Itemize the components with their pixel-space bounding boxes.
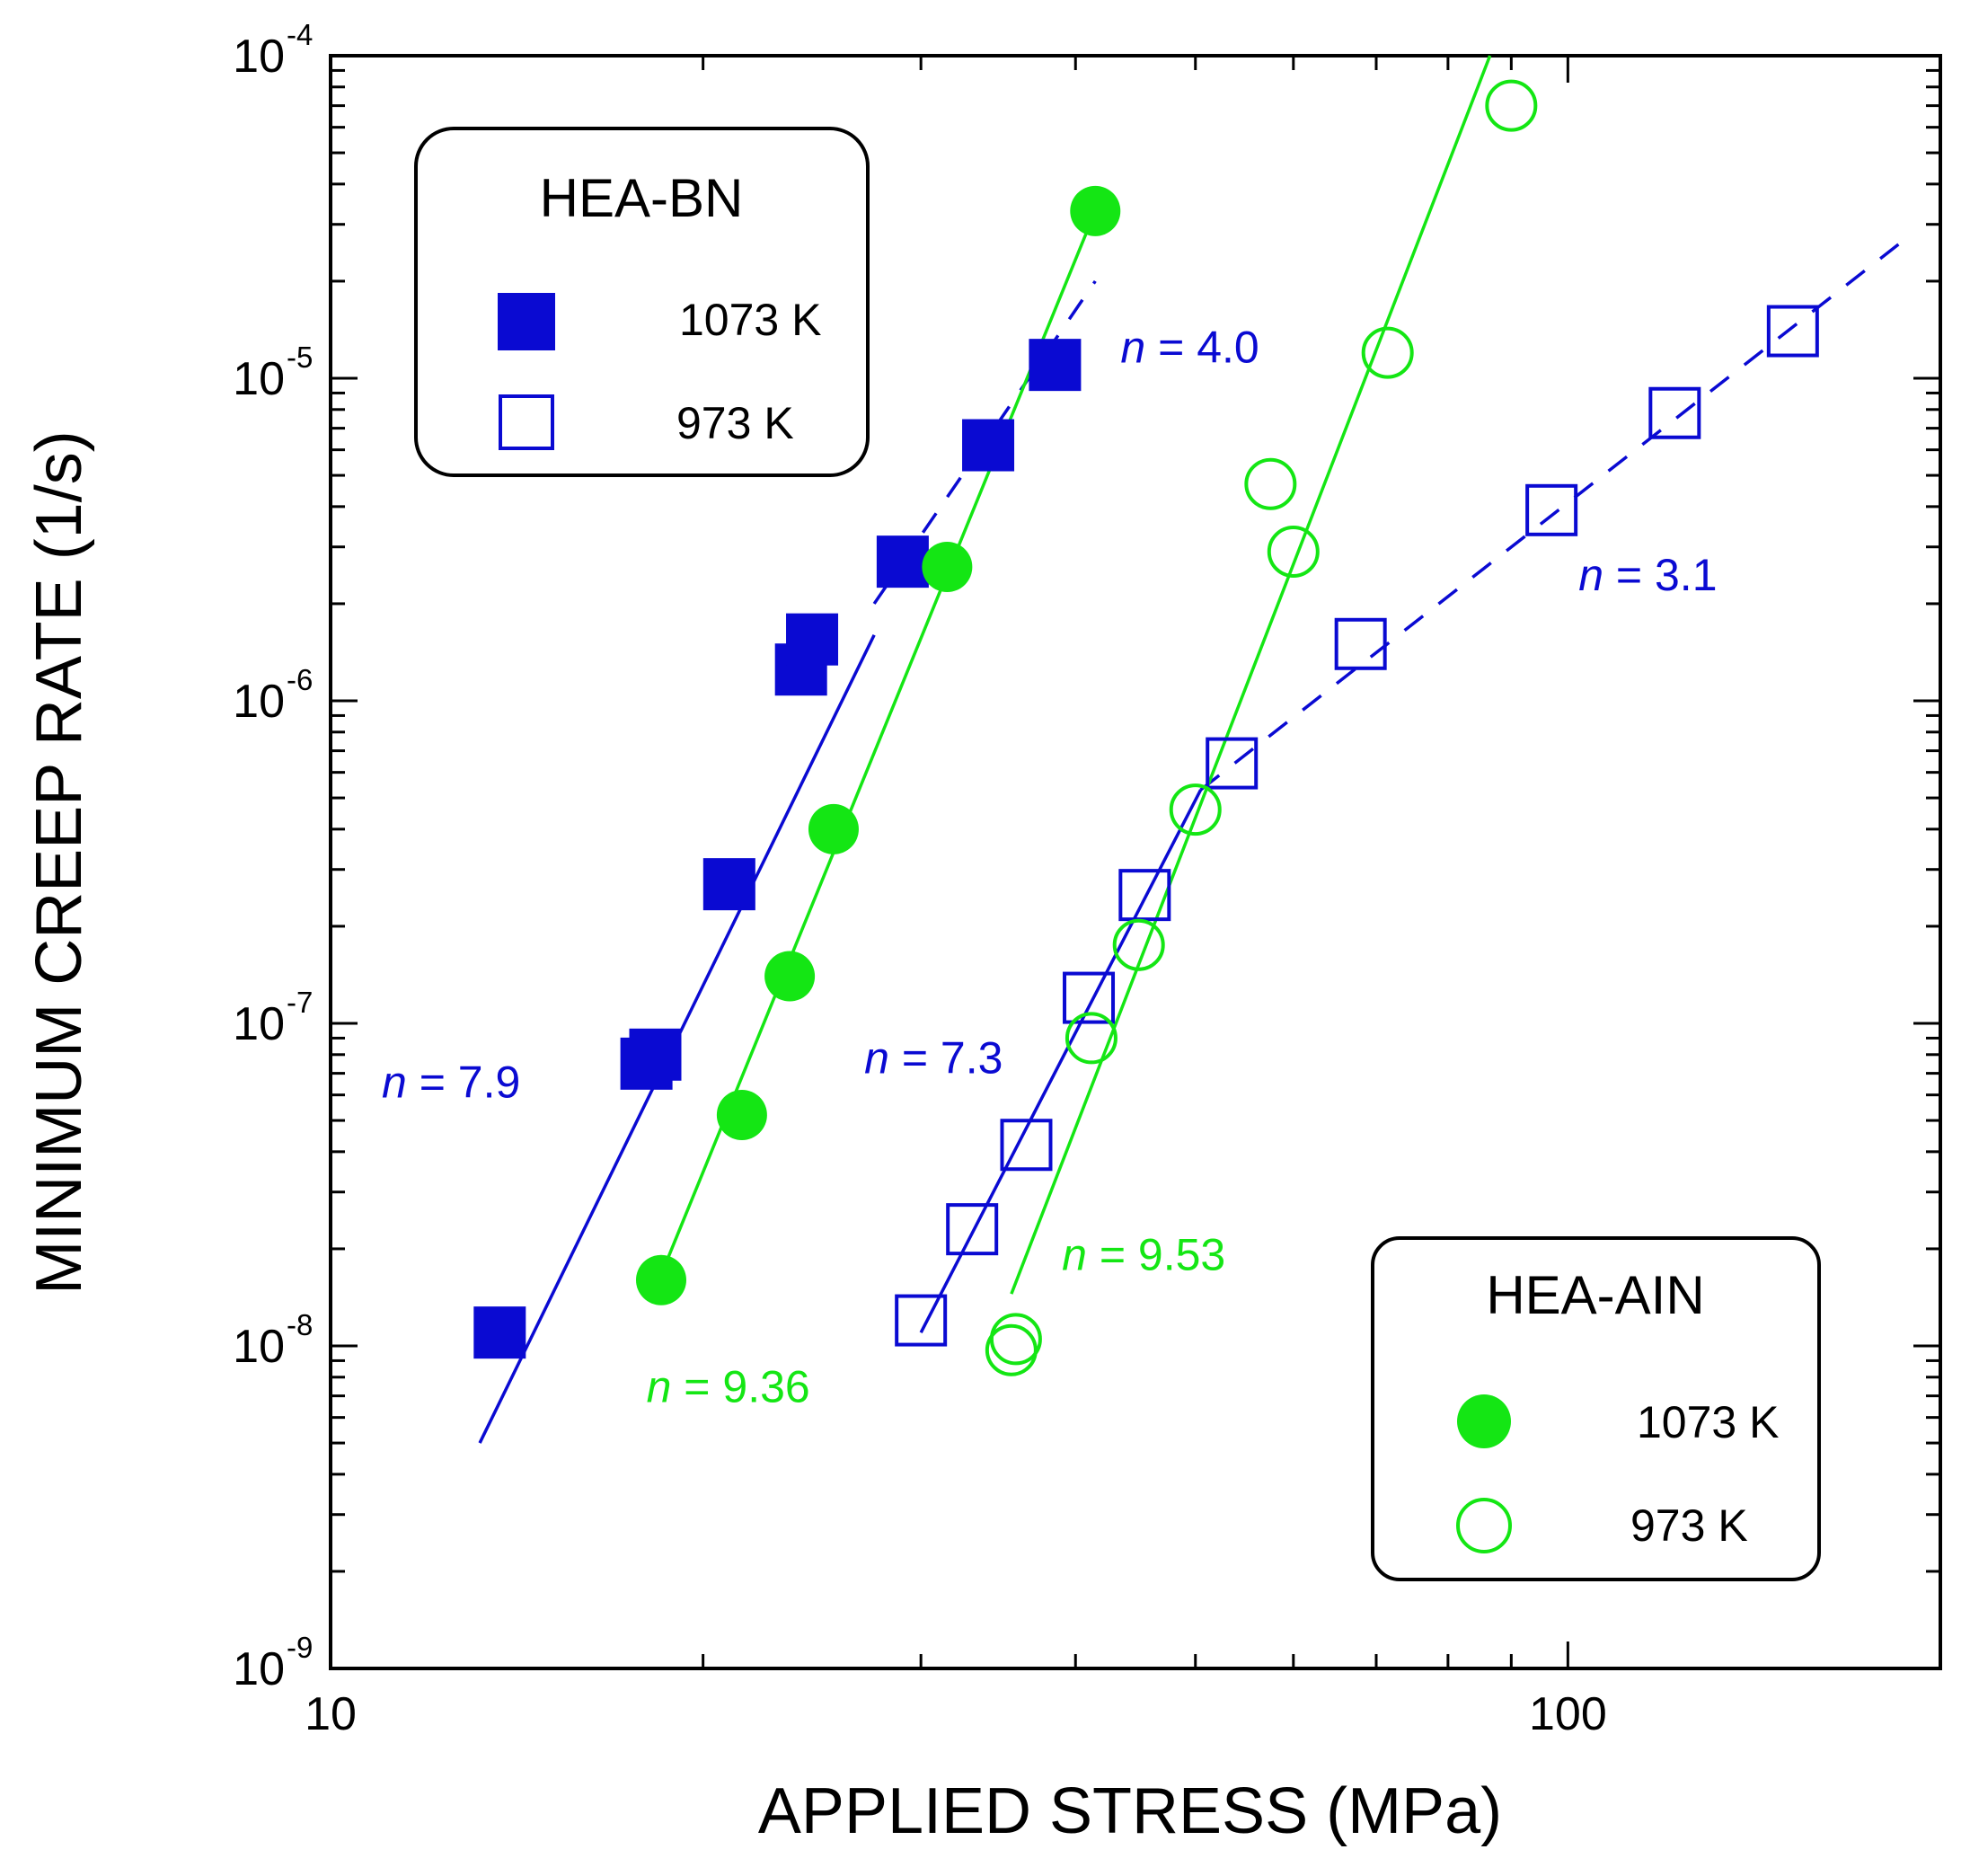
legend-title-hea-bn: HEA-BN [540,168,744,228]
data-point-open-circle [1065,1012,1118,1065]
legend-label-hea-bn-1073k: 1073 K [679,295,821,345]
data-point-open-square [946,1203,999,1256]
y-tick-base: 10 [233,998,285,1050]
legend-box-hea-ain [1371,1236,1821,1581]
slope-annotation: n = 7.3 [864,1033,1003,1084]
y-tick-label: 10 -9 [233,1631,313,1695]
data-points [473,79,1819,1376]
y-tick-label: 10 -7 [233,986,313,1050]
x-tick-label: 100 [1529,1688,1607,1740]
y-tick-base: 10 [233,1321,285,1373]
legend-marker-open-square [499,394,554,450]
fit-line [1010,55,1492,1295]
plot-frame [329,54,1942,1670]
slope-annotation: n = 7.9 [382,1057,520,1107]
data-point-filled-square [876,535,929,588]
slope-annotation: n = 9.36 [647,1361,810,1411]
data-point-open-circle [1361,326,1414,379]
y-tick-base: 10 [233,31,285,83]
data-point-filled-square [473,1306,526,1359]
y-tick-label: 10 -4 [233,18,313,83]
legend-hea-bn: HEA-BN 1073 K 973 K [414,127,870,477]
data-point-open-circle [1244,457,1297,510]
data-point-open-square [1648,386,1701,439]
data-point-filled-circle [764,951,816,1002]
axis-ticks [329,54,1942,1670]
legend-label-hea-bn-973k: 973 K [676,398,794,448]
data-point-open-square [1334,617,1387,670]
data-point-filled-circle [808,803,859,854]
y-tick-base: 10 [233,676,285,728]
data-point-open-square [1118,869,1171,922]
y-tick-exponent: -7 [287,986,313,1019]
legend-label-hea-ain-973k: 973 K [1630,1500,1748,1551]
legend-title-hea-ain: HEA-AIN [1486,1265,1704,1325]
y-tick-base: 10 [233,1643,285,1695]
legend-box-hea-bn [414,127,870,477]
data-point-open-circle [1485,79,1538,132]
data-point-open-square [1000,1119,1053,1172]
y-tick-base: 10 [233,353,285,405]
data-point-filled-square [962,419,1015,472]
data-point-open-square [895,1294,948,1347]
legend-hea-ain: HEA-AIN 1073 K 973 K [1371,1236,1821,1581]
data-point-open-square [1206,737,1259,790]
data-point-open-circle [1169,783,1222,836]
x-axis-title: APPLIED STRESS (MPa) [758,1775,1502,1847]
data-point-open-circle [1267,525,1320,578]
data-point-filled-circle [716,1089,767,1140]
y-tick-exponent: -8 [287,1308,313,1341]
data-point-open-square [1063,971,1116,1024]
data-point-open-square [1525,483,1578,536]
legend-label-hea-ain-1073k: 1073 K [1637,1397,1779,1447]
fit-line [1199,243,1900,792]
slope-annotation: n = 9.53 [1062,1229,1225,1279]
data-point-filled-square [1029,339,1082,392]
y-tick-exponent: -6 [287,663,313,696]
series-open-square [895,305,1819,1347]
y-tick-label: 10 -5 [233,341,313,405]
y-tick-label: 10 -6 [233,663,313,728]
data-point-open-square [1766,305,1819,358]
series-filled-circle [635,185,1121,1305]
slope-annotations: n = 7.9 n = 4.0 n = 3.1 n = 7.3 n = 9.36 n = … [382,322,1718,1411]
slope-annotation: n = 4.0 [1120,322,1259,372]
y-tick-exponent: -5 [287,341,313,374]
series-open-circle [985,79,1538,1376]
y-axis-title: MINIMUM CREEP RATE (1/s) [23,430,95,1294]
data-point-filled-circle [922,542,973,593]
legend-marker-open-circle [1456,1498,1512,1553]
data-point-filled-circle [1070,185,1121,236]
series-filled-square [473,339,1082,1359]
y-tick-labels: 10-910-810-710-610-510-4 [233,18,313,1695]
x-tick-labels: 10 100 [305,1688,1607,1740]
slope-annotation: n = 3.1 [1578,550,1717,600]
data-point-filled-square [629,1028,682,1081]
data-point-filled-square [786,613,839,666]
y-tick-label: 10 -8 [233,1308,313,1373]
y-tick-exponent: -9 [287,1631,313,1664]
legend-marker-filled-square [498,293,555,350]
data-point-open-circle [1112,918,1165,971]
legend-marker-filled-circle [1457,1394,1511,1448]
x-tick-label: 10 [305,1688,357,1740]
data-point-filled-square [702,858,755,911]
data-point-filled-circle [635,1254,686,1305]
data-point-open-circle [989,1313,1042,1366]
fit-line [919,789,1203,1333]
y-tick-exponent: -4 [287,18,313,51]
